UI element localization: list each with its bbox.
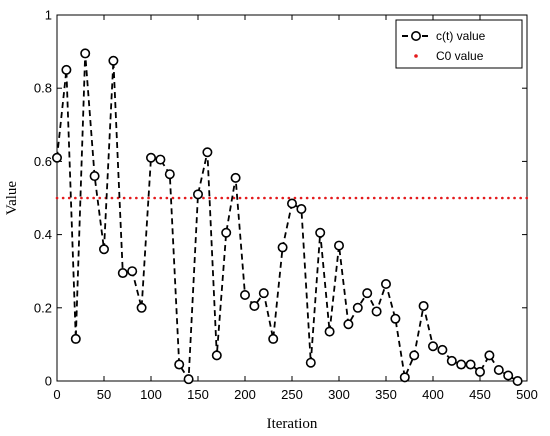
legend-marker-c0 xyxy=(414,54,418,58)
data-point xyxy=(230,172,241,183)
data-point xyxy=(136,302,147,313)
x-tick-label: 450 xyxy=(469,387,491,402)
data-point xyxy=(286,198,297,209)
legend: c(t) value C0 value xyxy=(395,19,523,69)
data-point xyxy=(193,189,204,200)
data-point xyxy=(503,370,514,381)
data-point xyxy=(258,288,269,299)
data-point xyxy=(399,372,410,383)
data-point xyxy=(174,359,185,370)
y-tick-label: 0.4 xyxy=(34,227,52,242)
data-point xyxy=(277,242,288,253)
data-point xyxy=(362,288,373,299)
y-axis-ticks: 0 0.2 0.4 0.6 0.8 1 xyxy=(34,8,527,389)
data-point xyxy=(446,355,457,366)
data-point xyxy=(512,375,523,386)
data-point xyxy=(456,359,467,370)
data-point xyxy=(268,333,279,344)
x-axis-ticks: 0 50 100 150 200 250 300 350 400 450 500 xyxy=(53,15,538,402)
data-point xyxy=(493,365,504,376)
data-point xyxy=(352,302,363,313)
data-point xyxy=(474,366,485,377)
x-axis-title: Iteration xyxy=(267,416,318,432)
x-tick-label: 100 xyxy=(140,387,162,402)
data-point xyxy=(465,359,476,370)
data-point xyxy=(146,152,157,163)
data-point xyxy=(315,227,326,238)
data-point xyxy=(333,240,344,251)
data-point xyxy=(437,344,448,355)
data-point xyxy=(183,374,194,385)
data-point xyxy=(380,279,391,290)
plot-area xyxy=(56,14,528,382)
data-point xyxy=(418,300,429,311)
legend-marker-ct xyxy=(410,30,421,41)
data-point xyxy=(164,169,175,180)
data-point xyxy=(324,326,335,337)
x-tick-label: 200 xyxy=(234,387,256,402)
data-point xyxy=(127,266,138,277)
x-tick-label: 0 xyxy=(53,387,60,402)
data-point xyxy=(240,289,251,300)
data-point xyxy=(155,154,166,165)
y-tick-label: 0.8 xyxy=(34,81,52,96)
data-point xyxy=(70,333,81,344)
data-point xyxy=(221,227,232,238)
legend-label-ct: c(t) value xyxy=(436,29,486,43)
data-point xyxy=(427,341,438,352)
x-tick-label: 50 xyxy=(97,387,111,402)
series-layer xyxy=(51,48,529,386)
y-tick-label: 0.6 xyxy=(34,154,52,169)
data-point xyxy=(371,306,382,317)
x-tick-label: 150 xyxy=(187,387,209,402)
data-point xyxy=(296,203,307,214)
data-point xyxy=(249,300,260,311)
data-point xyxy=(117,268,128,279)
x-tick-label: 500 xyxy=(516,387,538,402)
x-tick-label: 300 xyxy=(328,387,350,402)
data-point xyxy=(390,313,401,324)
y-tick-label: 0.2 xyxy=(34,300,52,315)
x-tick-label: 350 xyxy=(375,387,397,402)
data-point xyxy=(305,357,316,368)
data-point xyxy=(211,350,222,361)
x-tick-label: 400 xyxy=(422,387,444,402)
data-point xyxy=(343,319,354,330)
data-point xyxy=(99,244,110,255)
data-point xyxy=(61,64,72,75)
y-tick-label: 1 xyxy=(45,8,52,23)
y-axis-title: Value xyxy=(4,181,20,215)
legend-label-c0: C0 value xyxy=(436,49,484,63)
data-point xyxy=(89,171,100,182)
y-tick-label: 0 xyxy=(45,374,52,389)
data-point xyxy=(409,350,420,361)
data-point xyxy=(80,48,91,59)
data-point xyxy=(108,55,119,66)
legend-box xyxy=(395,19,523,69)
data-point xyxy=(51,152,62,163)
data-point xyxy=(484,350,495,361)
data-point xyxy=(202,147,213,158)
x-tick-label: 250 xyxy=(281,387,303,402)
